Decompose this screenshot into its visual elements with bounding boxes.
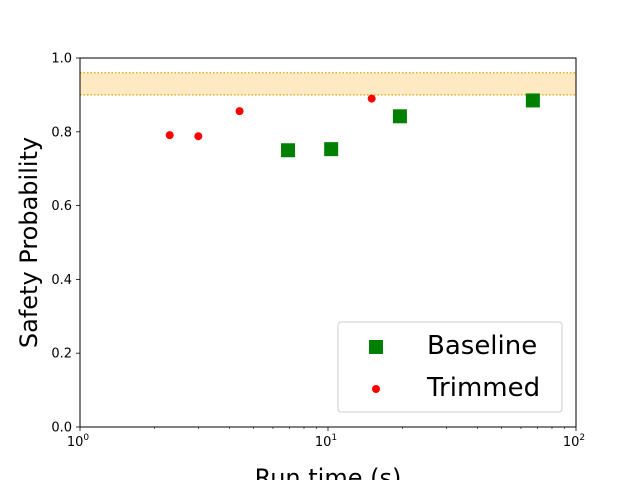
x-tick-label: 100 [67,433,90,450]
point-baseline [392,109,407,124]
y-tick-label: 0.6 [51,199,72,214]
x-tick-exponent: 1 [331,433,337,443]
point-trimmed [367,94,376,103]
x-tick-exponent: 2 [579,433,585,443]
y-tick-label: 1.0 [51,52,72,67]
legend-label-trimmed: Trimmed [426,373,540,403]
point-trimmed [235,107,244,116]
y-tick-label: 0.8 [51,125,72,140]
data-points [165,93,540,158]
y-axis-ticks: 0.0 0.2 0.4 0.6 0.8 1.0 [51,52,80,436]
x-tick-label: 101 [315,433,337,450]
point-baseline [281,143,296,158]
legend-marker-baseline [369,340,383,354]
point-trimmed [165,131,174,140]
legend: Baseline Trimmed [337,321,563,413]
x-axis-title: Run time (s) [255,464,402,480]
y-tick-label: 0.2 [51,347,72,362]
target-band [80,72,576,96]
band-fill [80,72,576,95]
y-axis-title: Safety Probability [15,137,43,348]
y-tick-label: 0.0 [51,421,72,436]
point-baseline [324,142,339,157]
x-tick-exponent: 0 [83,433,89,443]
point-trimmed [194,132,203,141]
legend-frame [337,321,563,413]
y-tick-label: 0.4 [51,273,72,288]
legend-marker-trimmed [372,385,380,393]
point-baseline [525,93,540,108]
x-axis-ticks: 100 101 102 [67,427,585,450]
x-tick-label: 102 [563,433,585,450]
legend-label-baseline: Baseline [427,331,537,361]
